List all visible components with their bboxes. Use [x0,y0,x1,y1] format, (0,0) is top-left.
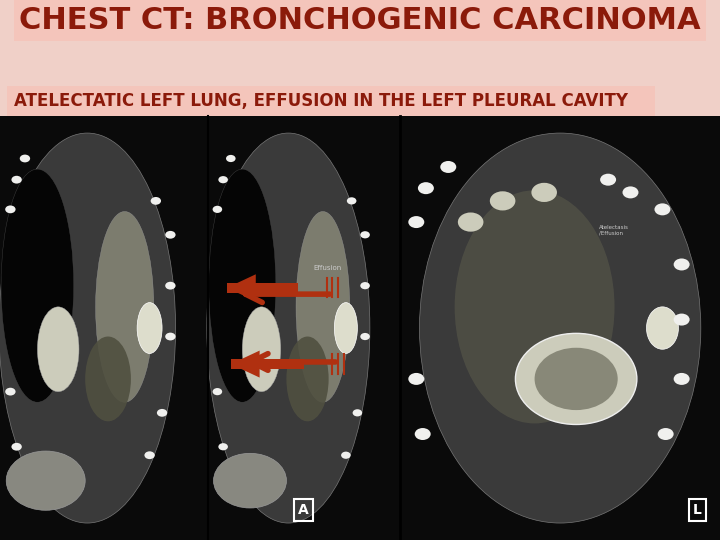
Circle shape [408,373,424,385]
Circle shape [490,191,516,211]
Ellipse shape [334,302,357,354]
Circle shape [654,204,670,215]
Text: Effusion: Effusion [313,265,341,271]
Ellipse shape [296,212,350,402]
Ellipse shape [1,169,73,402]
Circle shape [214,453,287,508]
Ellipse shape [647,307,678,349]
Ellipse shape [207,133,370,523]
Circle shape [150,197,161,205]
Circle shape [657,428,674,440]
Circle shape [165,333,176,340]
Circle shape [341,451,351,459]
Circle shape [347,197,356,205]
Circle shape [360,231,370,238]
Circle shape [353,409,362,416]
Circle shape [157,409,167,417]
Circle shape [226,155,235,162]
Bar [400,116,720,540]
Circle shape [165,231,176,239]
Circle shape [531,183,557,202]
Polygon shape [231,350,260,377]
Circle shape [360,333,370,340]
Circle shape [212,388,222,395]
Ellipse shape [85,336,131,421]
Ellipse shape [420,133,701,523]
Ellipse shape [0,133,176,523]
Circle shape [218,176,228,183]
Circle shape [212,206,222,213]
Circle shape [674,373,690,385]
Circle shape [415,428,431,440]
Circle shape [12,176,22,184]
Bar [227,283,298,293]
Circle shape [441,161,456,173]
Circle shape [145,451,155,459]
Circle shape [458,212,483,232]
Text: ATELECTATIC LEFT LUNG, EFFUSION IN THE LEFT PLEURAL CAVITY: ATELECTATIC LEFT LUNG, EFFUSION IN THE L… [14,92,629,110]
Circle shape [5,205,16,213]
Circle shape [5,388,16,395]
Circle shape [165,282,176,289]
Ellipse shape [137,302,162,354]
Circle shape [534,348,618,410]
Circle shape [218,443,228,450]
Bar [0,116,400,540]
Circle shape [418,182,434,194]
Circle shape [674,314,690,326]
Text: Atelectasis
/Effusion: Atelectasis /Effusion [598,225,629,236]
Text: CHEST CT: BRONCHOGENIC CARCINOMA: CHEST CT: BRONCHOGENIC CARCINOMA [19,6,701,35]
Circle shape [19,154,30,163]
Circle shape [674,259,690,271]
Bar [14,0,706,40]
Ellipse shape [37,307,79,392]
Circle shape [12,443,22,451]
Ellipse shape [454,190,614,423]
Circle shape [516,333,637,424]
Circle shape [623,186,639,198]
Polygon shape [227,274,256,301]
Ellipse shape [243,307,281,392]
Circle shape [6,451,85,510]
Ellipse shape [209,169,276,402]
Ellipse shape [96,212,154,402]
Ellipse shape [287,336,328,421]
Bar [231,359,304,369]
Circle shape [360,282,370,289]
Text: A: A [298,503,309,517]
Text: L: L [693,503,702,517]
Circle shape [600,174,616,186]
Bar [0,40,720,86]
Circle shape [408,216,424,228]
Bar [7,86,655,116]
